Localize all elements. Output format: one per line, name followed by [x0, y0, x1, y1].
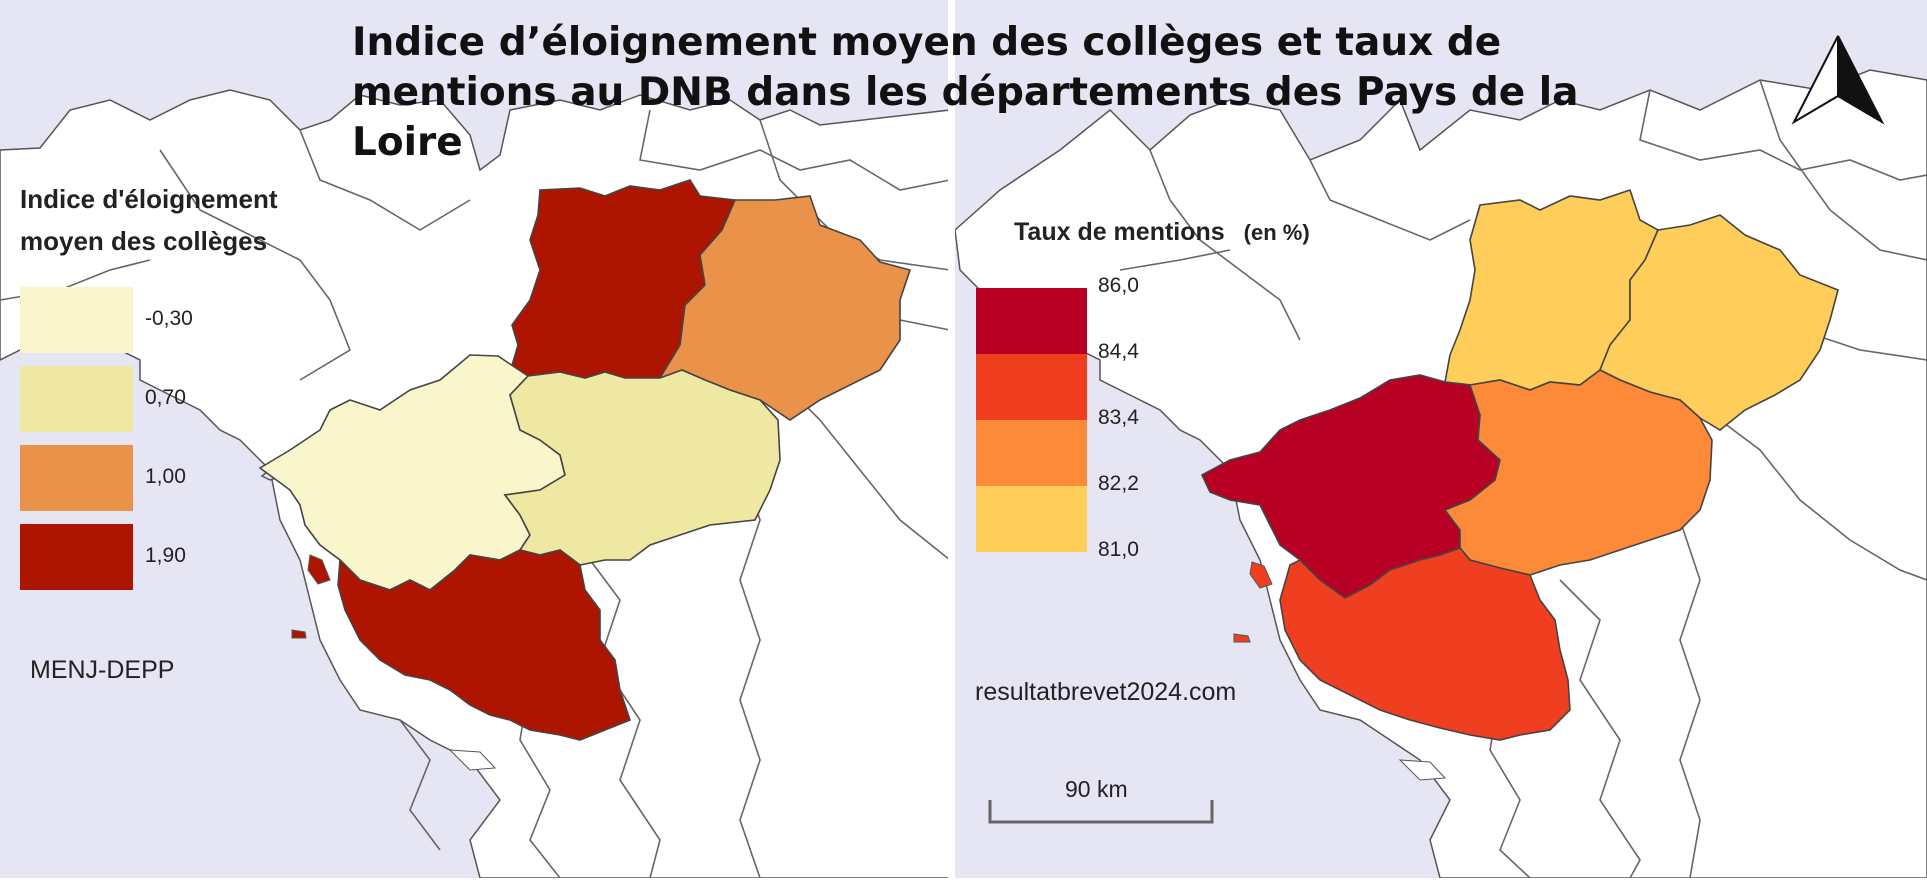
- right-borders: [1119, 79, 1927, 879]
- left-dept-vendee[interactable]: [337, 549, 631, 741]
- left-island-yeu: [291, 629, 307, 639]
- left-legend-label: 0,70: [145, 386, 186, 409]
- right-legend-break-label: 82,2: [1098, 472, 1139, 495]
- left-source: MENJ-DEPP: [30, 656, 175, 684]
- right-legend-swatch: [976, 354, 1087, 420]
- right-legend-break-label: 86,0: [1098, 274, 1139, 297]
- right-legend-title: Taux de mentions (en %): [1014, 218, 1310, 247]
- left-legend-swatch: [20, 524, 133, 590]
- left-legend-label: 1,00: [145, 465, 186, 488]
- right-map: [954, 0, 1927, 879]
- right-legend-swatch: [976, 288, 1087, 354]
- left-legend-label: -0,30: [145, 307, 193, 330]
- right-dept-sarthe[interactable]: [1598, 214, 1839, 431]
- right-legend-unit: (en %): [1243, 220, 1310, 245]
- left-legend-swatch: [20, 366, 133, 432]
- right-legend-title-text: Taux de mentions: [1014, 218, 1225, 246]
- left-legend-title-line1: Indice d'éloignement: [20, 184, 278, 214]
- right-island-re: [1398, 759, 1447, 781]
- right-dept-maine-et-loire[interactable]: [1443, 369, 1713, 576]
- right-legend-break-label: 83,4: [1098, 406, 1139, 429]
- left-island-noirmoutier: [307, 554, 331, 585]
- right-dept-vendee[interactable]: [1279, 547, 1571, 741]
- map-divider: [948, 0, 955, 878]
- page-title: Indice d’éloignement moyen des collèges …: [352, 20, 1579, 165]
- right-legend-swatch: [976, 420, 1087, 486]
- scale-bar: [988, 800, 1214, 824]
- north-arrow-icon: [1791, 35, 1885, 125]
- right-island-noirmoutier: [1249, 561, 1273, 589]
- right-source: resultatbrevet2024.com: [975, 678, 1237, 706]
- left-legend-title-line2: moyen des collèges: [20, 226, 268, 256]
- right-legend-swatch: [976, 486, 1087, 552]
- left-legend-label: 1,90: [145, 544, 186, 567]
- left-dept-maine-et-loire[interactable]: [503, 369, 781, 566]
- scale-label: 90 km: [1065, 776, 1128, 802]
- right-legend-break-label: 81,0: [1098, 538, 1139, 561]
- left-legend-title: Indice d'éloignement moyen des collèges: [20, 178, 278, 262]
- left-dept-sarthe[interactable]: [658, 195, 912, 421]
- left-map: [0, 0, 951, 879]
- right-island-yeu: [1233, 633, 1251, 643]
- left-island-re: [448, 749, 497, 771]
- right-legend-break-label: 84,4: [1098, 340, 1139, 363]
- left-legend-swatch: [20, 287, 133, 353]
- left-legend-swatch: [20, 445, 133, 511]
